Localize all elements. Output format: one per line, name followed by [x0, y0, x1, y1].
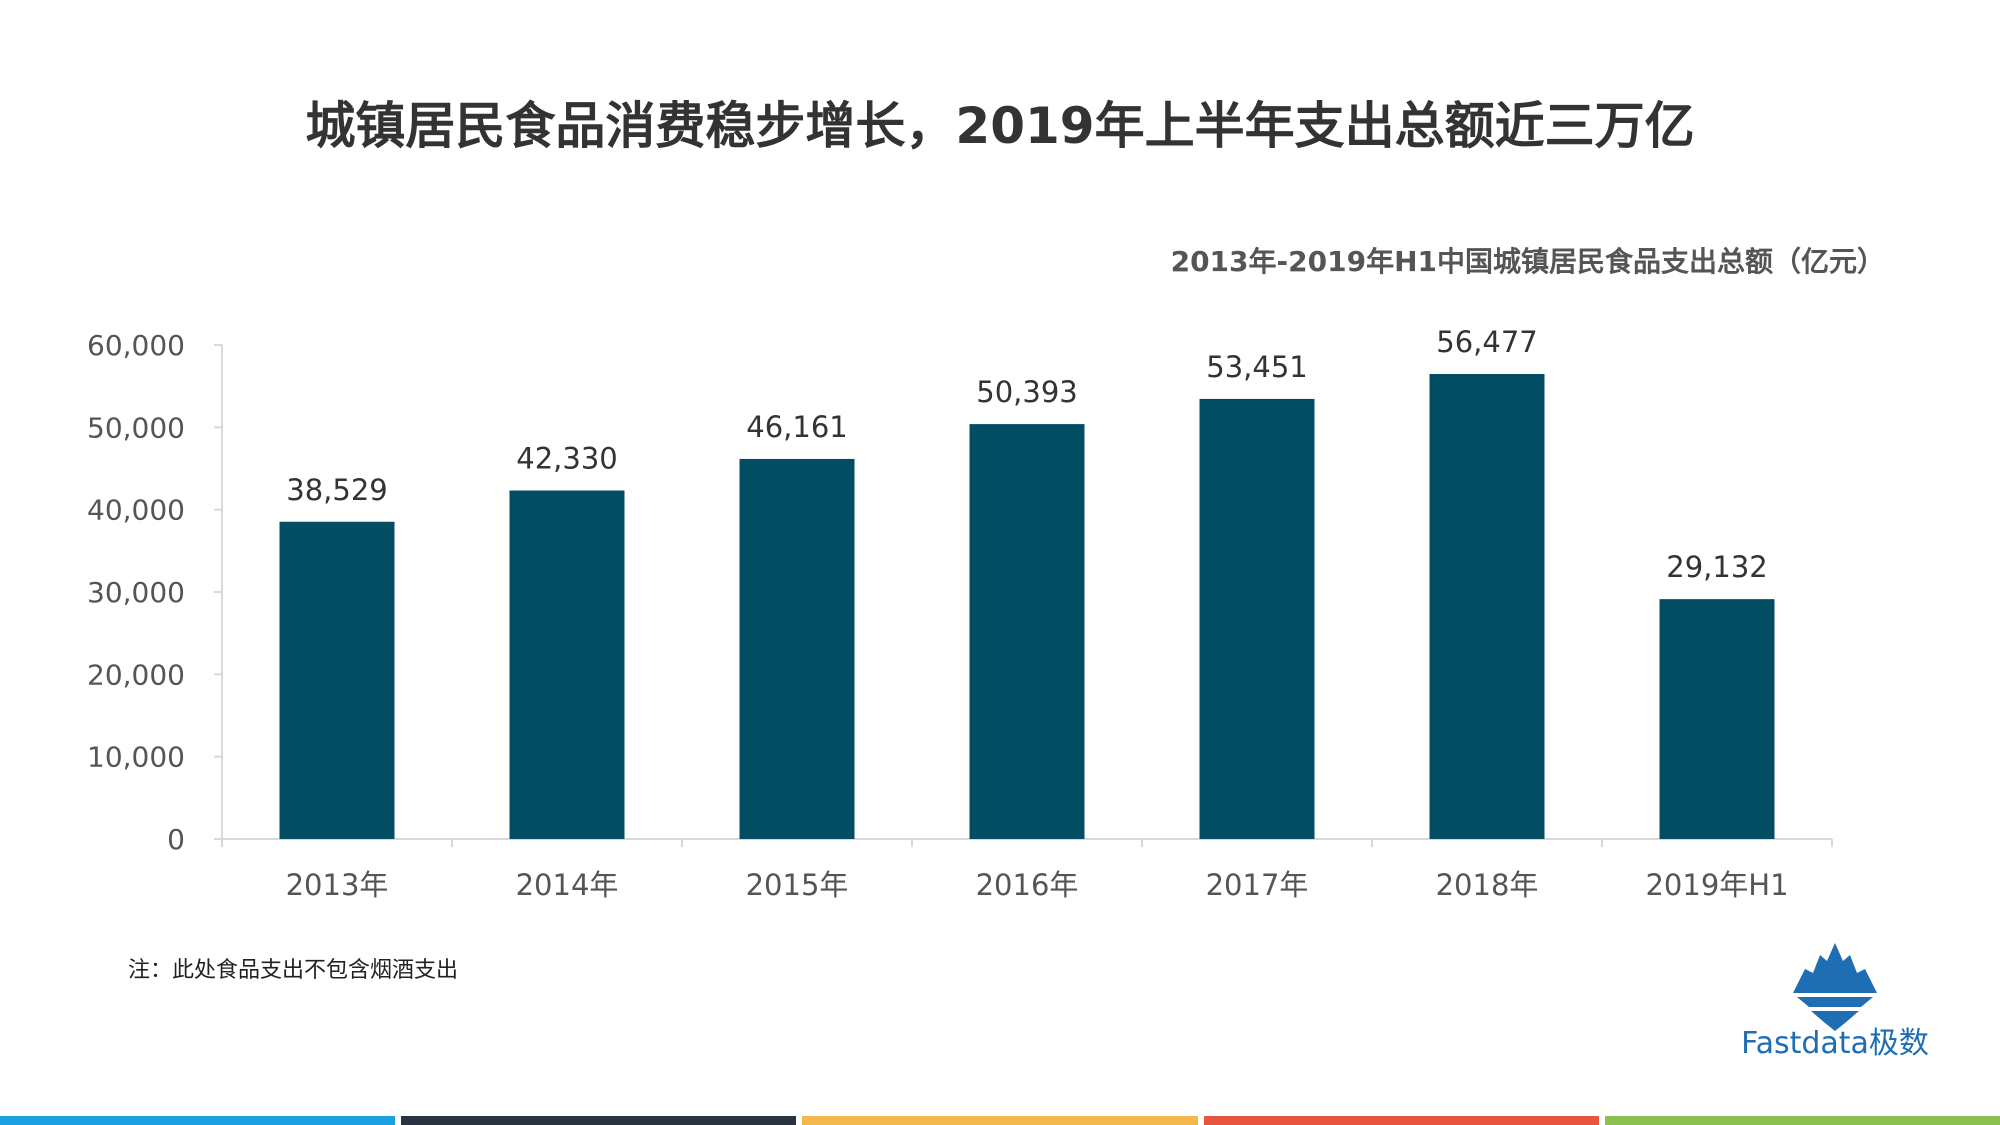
y-tick-label: 60,000: [87, 329, 185, 362]
bar: [279, 521, 395, 839]
bar: [739, 458, 855, 839]
footnote: 注：此处食品支出不包含烟酒支出: [128, 958, 459, 983]
x-tick-label: 2015年: [746, 868, 849, 902]
footer-color-segment: [401, 1116, 797, 1125]
footer-color-bar: [0, 1116, 2000, 1125]
data-label: 29,132: [1666, 550, 1767, 584]
footer-color-segment: [802, 1116, 1198, 1125]
bar: [509, 490, 625, 839]
data-label: 56,477: [1436, 325, 1537, 359]
x-axis: 2013年 2014年 2015年 2016年 2017年 2018年 2019年H1: [286, 868, 1789, 902]
x-tick-label: 2017年: [1206, 868, 1309, 902]
data-label: 46,161: [746, 410, 847, 444]
y-tick-label: 10,000: [87, 741, 185, 774]
data-label: 38,529: [286, 473, 387, 507]
y-tick-label: 50,000: [87, 411, 185, 444]
data-label: 50,393: [976, 375, 1077, 409]
data-label: 42,330: [516, 441, 617, 475]
bar: [1199, 398, 1315, 839]
x-tick-label: 2019年H1: [1645, 868, 1788, 902]
page-title: 城镇居民食品消费稳步增长，2019年上半年支出总额近三万亿: [305, 97, 1695, 155]
x-tick-label: 2016年: [976, 868, 1079, 902]
y-tick-label: 0: [167, 823, 185, 856]
x-tick-label: 2014年: [516, 868, 619, 902]
bar-chart: 0 10,000 20,000 30,000 40,000 50,000 60,000 38…: [87, 325, 1833, 902]
data-label: 53,451: [1206, 350, 1307, 384]
y-axis: 0 10,000 20,000 30,000 40,000 50,000 60,000: [87, 329, 222, 856]
footer-color-segment: [1203, 1116, 1599, 1125]
chart-title: 2013年-2019年H1中国城镇居民食品支出总额（亿元）: [1170, 245, 1885, 278]
bar: [1659, 599, 1775, 839]
y-tick-label: 20,000: [87, 658, 185, 691]
footer-color-segment: [1604, 1116, 2000, 1125]
bar: [1429, 374, 1545, 839]
y-tick-label: 30,000: [87, 576, 185, 609]
logo-text: Fastdata极数: [1741, 1026, 1929, 1061]
bars: [279, 374, 1775, 839]
fastdata-logo-icon: [1793, 943, 1877, 1031]
footer-color-segment: [0, 1116, 396, 1125]
value-labels: 38,529 42,330 46,161 50,393 53,451 56,477 29,1…: [286, 325, 1767, 584]
bar: [969, 424, 1085, 839]
x-tick-label: 2013年: [286, 868, 389, 902]
x-tick-label: 2018年: [1436, 868, 1539, 902]
y-tick-label: 40,000: [87, 494, 185, 527]
